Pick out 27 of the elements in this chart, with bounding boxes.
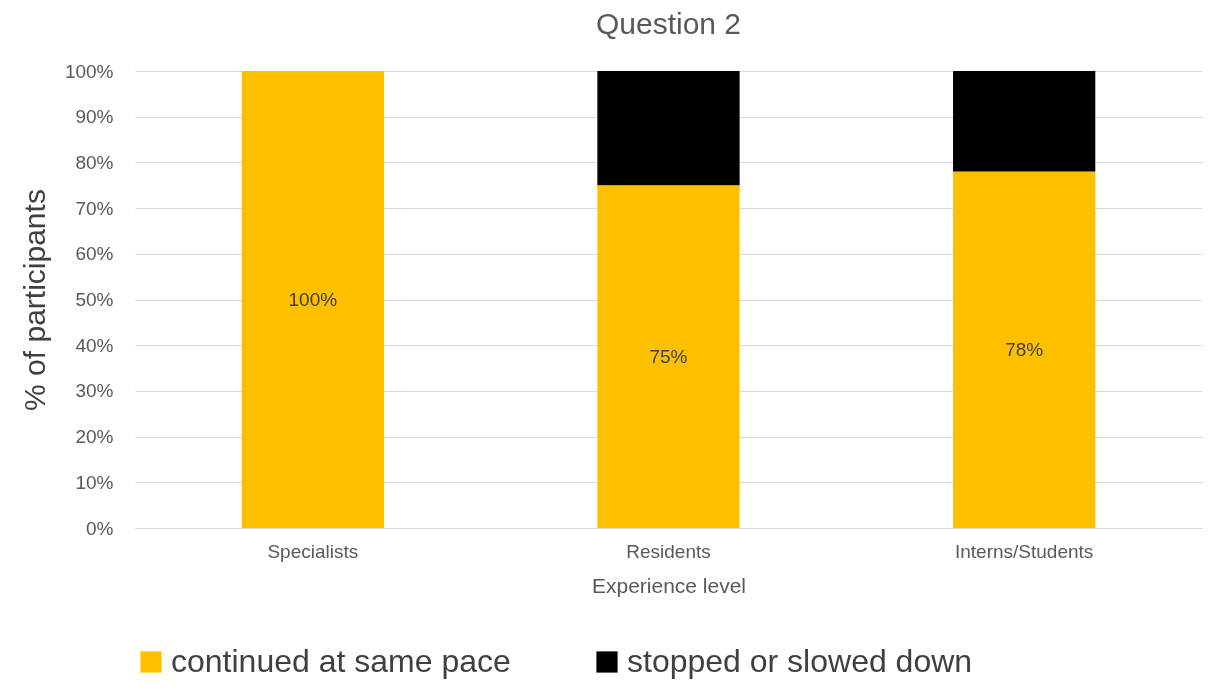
chart-title: Question 2 (595, 7, 742, 40)
legend-label: continued at same pace (171, 643, 511, 679)
y-tick-label: 70% (75, 197, 114, 219)
y-tick-label: 10% (75, 471, 114, 493)
data-label: 78% (1005, 338, 1044, 360)
legend-label: stopped or slowed down (627, 643, 973, 679)
bar (953, 71, 1096, 172)
bar (597, 185, 740, 528)
y-tick-label: 40% (75, 334, 114, 356)
y-axis-title: % of participants (17, 189, 51, 411)
x-tick-label: Specialists (267, 540, 359, 562)
x-tick-label: Residents (626, 540, 711, 562)
x-axis-title: Experience level (591, 573, 747, 597)
bar (241, 71, 384, 528)
y-tick-label: 90% (75, 106, 114, 128)
data-label: 100% (288, 288, 338, 310)
y-tick-label: 50% (75, 289, 114, 310)
x-tick-label: Interns/Students (954, 540, 1094, 562)
bar (953, 171, 1096, 528)
y-tick-label: 60% (75, 243, 114, 265)
y-tick-label: 0% (86, 517, 114, 539)
y-tick-label: 80% (75, 151, 114, 173)
bar (597, 71, 740, 186)
y-tick-label: 20% (75, 426, 114, 448)
data-label: 75% (649, 345, 688, 367)
y-tick-label: 100% (64, 60, 114, 82)
y-tick-label: 30% (75, 380, 114, 402)
